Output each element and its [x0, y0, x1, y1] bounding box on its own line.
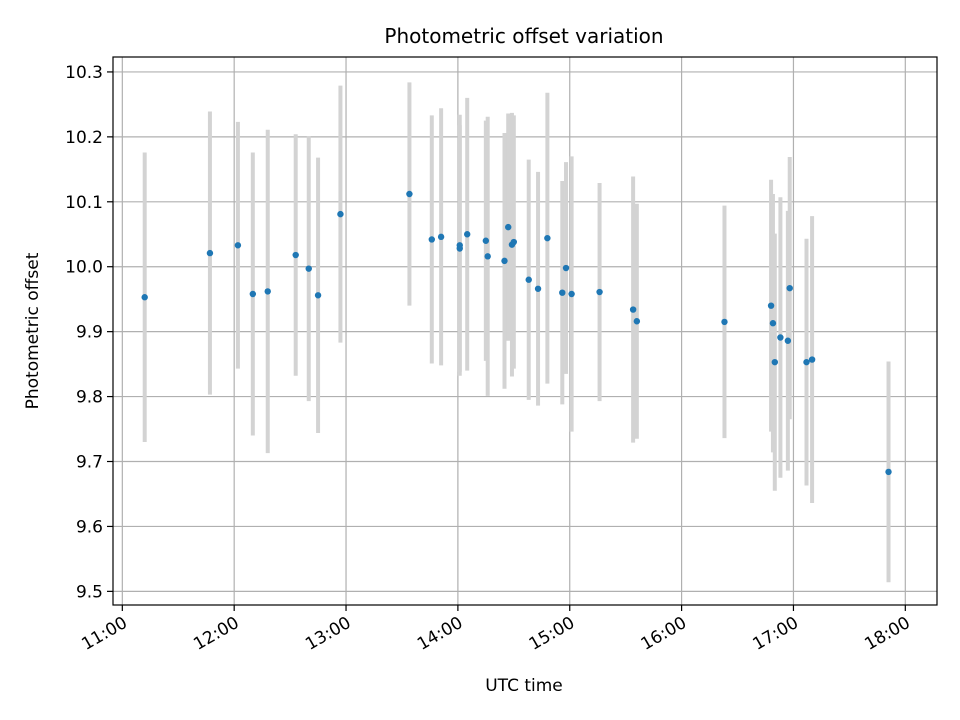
data-point — [464, 231, 471, 238]
data-point — [786, 284, 793, 292]
data-point — [803, 358, 810, 366]
y-tick-label: 9.9 — [76, 323, 103, 343]
data-point — [141, 294, 148, 301]
data-point — [808, 356, 816, 363]
data-point — [234, 242, 242, 249]
data-point — [596, 288, 603, 296]
data-point — [406, 190, 413, 198]
y-tick-label: 9.7 — [76, 453, 103, 473]
y-tick-label: 9.8 — [76, 388, 103, 408]
data-point — [428, 236, 435, 243]
data-point — [784, 337, 792, 344]
data-point — [437, 233, 445, 241]
data-point — [544, 234, 551, 242]
plot-frame — [112, 56, 938, 606]
data-point — [456, 245, 463, 252]
data-point — [249, 290, 257, 298]
data-point — [633, 318, 641, 325]
chart-title: Photometric offset variation — [384, 24, 663, 48]
data-point — [568, 290, 575, 298]
data-point — [534, 285, 542, 292]
data-point — [562, 264, 570, 272]
y-axis-label: Photometric offset — [23, 252, 43, 409]
data-point — [721, 318, 728, 326]
data-point — [337, 210, 344, 218]
x-axis-label: UTC time — [485, 676, 563, 696]
data-point — [206, 249, 214, 257]
data-point — [482, 237, 490, 244]
data-point — [505, 223, 512, 231]
data-point — [314, 292, 322, 299]
y-tick-label: 10.2 — [65, 128, 103, 148]
data-point — [629, 306, 637, 313]
data-point — [525, 276, 532, 283]
data-point — [885, 468, 892, 476]
y-tick-label: 10.3 — [65, 63, 103, 83]
data-point — [777, 334, 784, 341]
y-tick-label: 9.5 — [76, 582, 103, 602]
data-point — [501, 257, 508, 265]
data-point — [305, 265, 312, 272]
data-point — [767, 302, 775, 309]
data-points — [141, 190, 892, 476]
data-point — [559, 289, 566, 296]
y-axis-ticks: 9.5 9.6 9.7 9.8 9.9 10.0 10.1 10.2 10.3 — [65, 63, 113, 602]
y-tick-label: 10.0 — [65, 258, 103, 278]
y-tick-label: 9.6 — [76, 517, 103, 537]
data-point — [484, 253, 491, 260]
y-tick-label: 10.1 — [65, 193, 103, 213]
data-point — [292, 251, 299, 259]
data-point — [510, 238, 518, 246]
data-point — [771, 358, 779, 366]
data-point — [264, 288, 271, 295]
data-point — [769, 320, 777, 327]
grid-lines — [113, 57, 937, 605]
